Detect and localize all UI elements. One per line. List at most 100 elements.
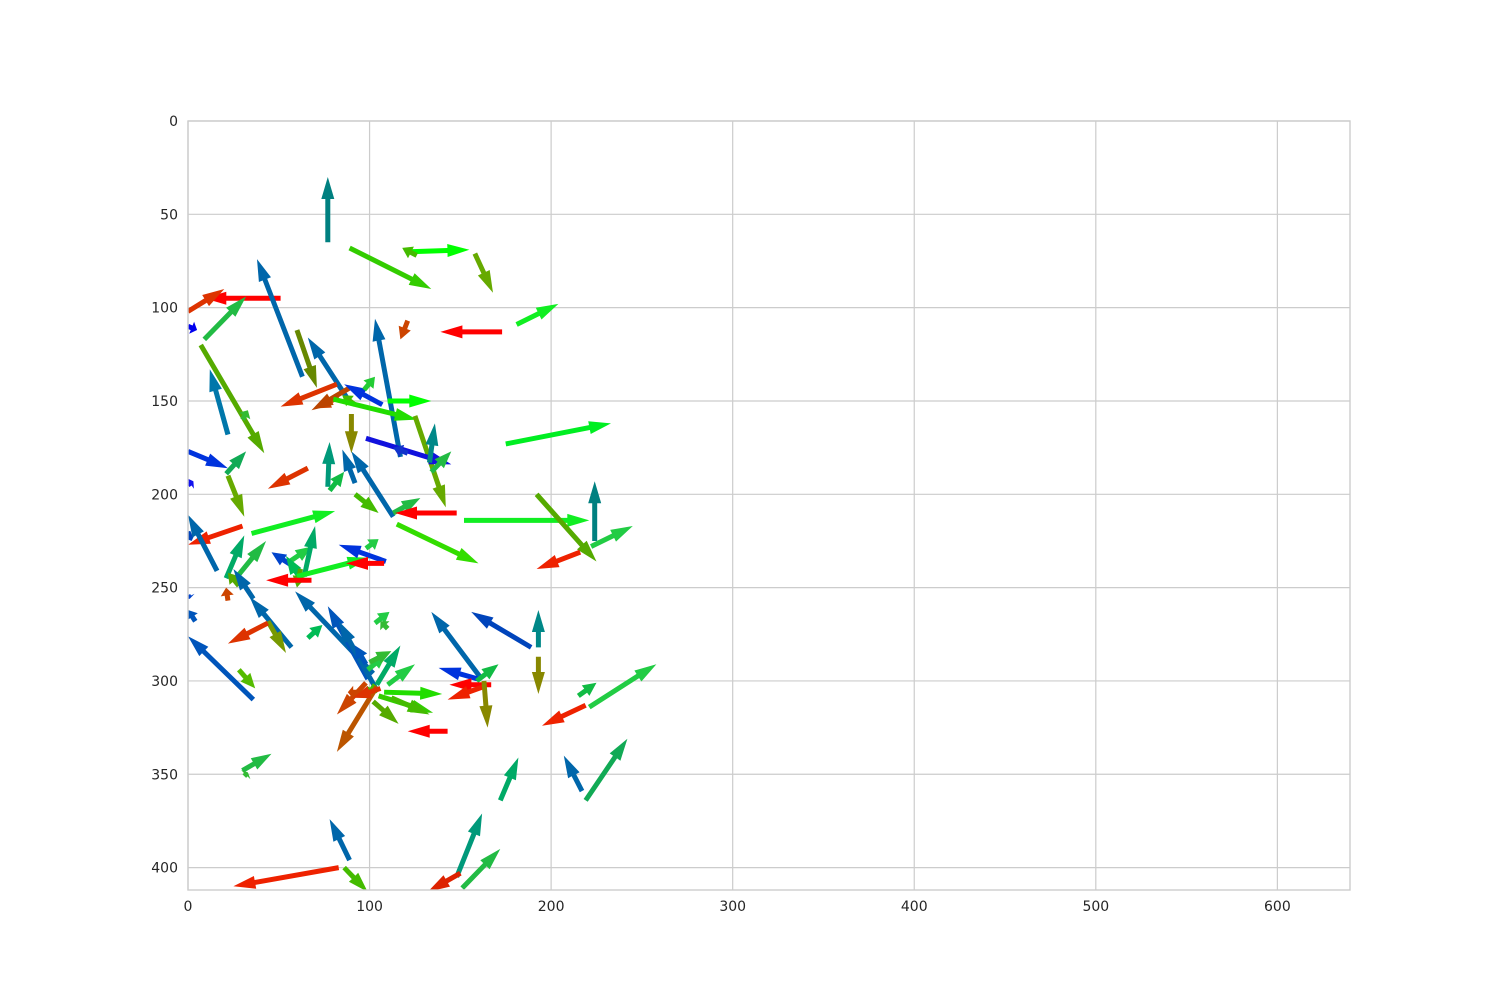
- quiver-arrow: [398, 319, 411, 340]
- quiver-arrow: [233, 865, 340, 889]
- quiver-arrow: [409, 244, 470, 257]
- x-tick-label: 200: [538, 899, 565, 915]
- quiver-arrow: [237, 668, 256, 689]
- quiver-arrow: [431, 611, 483, 679]
- quiver-arrow: [271, 552, 293, 568]
- quiver-arrow: [590, 526, 633, 549]
- x-tick-label: 100: [356, 899, 383, 915]
- quiver-arrow: [225, 474, 245, 517]
- y-tick-label: 50: [160, 207, 178, 223]
- quiver-arrow: [336, 681, 368, 715]
- quiver-arrow: [583, 738, 628, 802]
- quiver-arrow: [438, 667, 480, 682]
- quiver-arrow: [351, 451, 396, 518]
- quiver-arrow: [371, 699, 399, 724]
- quiver-arrow: [449, 678, 492, 692]
- quiver-arrow: [188, 478, 194, 489]
- quiver-arrow: [348, 245, 432, 289]
- x-tick-label: 600: [1264, 899, 1291, 915]
- x-tick-label: 500: [1082, 899, 1109, 915]
- quiver-arrow: [188, 321, 198, 334]
- quiver-arrow: [390, 695, 430, 715]
- quiver-arrow: [542, 703, 587, 726]
- quiver-arrow: [322, 442, 336, 487]
- quiver-arrow: [241, 770, 251, 780]
- quiver-arrow: [188, 289, 225, 314]
- quiver-arrow: [266, 573, 312, 587]
- quiver-arrow: [347, 685, 357, 699]
- quiver-arrow: [329, 819, 352, 862]
- quiver-arrow: [425, 423, 439, 463]
- quiver-arrow: [342, 449, 358, 484]
- quiver-arrow: [387, 394, 432, 408]
- quiver-arrow: [531, 656, 545, 694]
- quiver-arrow: [460, 848, 501, 890]
- quiver-arrow: [479, 680, 493, 728]
- quiver-arrow: [429, 871, 462, 890]
- quiver-arrow: [188, 593, 195, 599]
- quiver-arrow: [386, 664, 415, 687]
- quiver-arrow: [301, 526, 317, 577]
- plot-frame: [187, 120, 1351, 891]
- quiver-arrow: [306, 625, 323, 640]
- quiver-arrow: [471, 611, 533, 650]
- quiver-arrow: [342, 865, 367, 890]
- quiver-arrow: [454, 813, 483, 878]
- quiver-arrow: [576, 682, 597, 698]
- quiver-arrow: [344, 414, 358, 454]
- quiver-arrow: [372, 318, 403, 458]
- quiver-arrow: [311, 385, 351, 411]
- quiver-arrow: [393, 444, 409, 458]
- quiver-arrow: [257, 259, 305, 378]
- quiver-arrow: [188, 514, 220, 572]
- quiver-arrow: [220, 587, 234, 601]
- quiver-arrow: [464, 513, 590, 527]
- quiver-arrow: [346, 556, 385, 570]
- x-tick-label: 0: [184, 899, 193, 915]
- quiver-arrow: [336, 685, 379, 752]
- quiver-arrow: [188, 610, 198, 623]
- quiver-arrow: [395, 506, 457, 520]
- y-tick-label: 0: [169, 114, 178, 130]
- quiver-arrow: [402, 246, 418, 259]
- quiver-arrow: [267, 465, 309, 489]
- arrows-layer: [188, 177, 657, 890]
- y-axis-tick-labels: 0 50 100 150 200 250 300 350 400: [151, 114, 178, 877]
- quiver-arrow: [233, 569, 256, 601]
- quiver-arrow: [223, 535, 245, 580]
- x-axis-tick-labels: 0 100 200 300 400 500 600: [184, 899, 1291, 915]
- y-tick-label: 250: [151, 581, 178, 597]
- y-tick-label: 100: [151, 301, 178, 317]
- quiver-arrow: [344, 384, 384, 407]
- quiver-arrow: [338, 544, 387, 564]
- x-tick-label: 300: [719, 899, 746, 915]
- quiver-arrow: [429, 451, 452, 474]
- quiver-arrow: [188, 449, 228, 469]
- quiver-arrow: [332, 396, 417, 421]
- quiver-arrow: [472, 252, 493, 293]
- quiver-arrow: [198, 343, 265, 454]
- quiver-arrow: [353, 686, 382, 699]
- x-tick-label: 400: [901, 899, 928, 915]
- quiver-arrow: [209, 369, 231, 436]
- y-tick-label: 300: [151, 674, 178, 690]
- quiver-arrow: [440, 325, 503, 339]
- quiver-arrow: [204, 291, 281, 305]
- quiver-arrow: [588, 481, 602, 541]
- quiver-arrow: [307, 337, 350, 401]
- quiver-arrow: [241, 753, 272, 773]
- quiver-arrow: [368, 651, 392, 665]
- quiver-arrow: [265, 620, 286, 653]
- y-tick-label: 150: [151, 394, 178, 410]
- quiver-arrow: [374, 645, 401, 686]
- y-tick-label: 400: [151, 861, 178, 877]
- quiver-arrow: [534, 492, 597, 562]
- quiver-arrow: [364, 539, 379, 551]
- quiver-arrow: [384, 686, 443, 700]
- quiver-arrow: [587, 664, 657, 710]
- quiver-arrow: [498, 757, 519, 802]
- quiver-arrow: [239, 410, 251, 421]
- quiver-arrow: [515, 303, 559, 327]
